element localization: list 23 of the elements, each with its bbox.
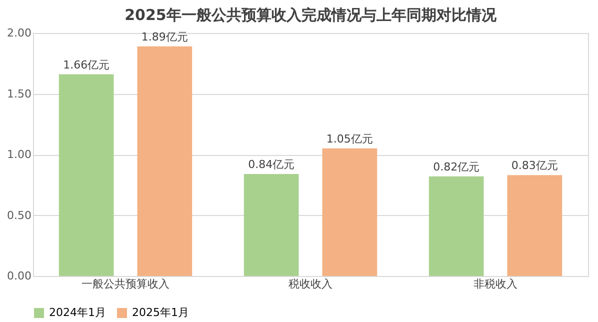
data-label: 1.66亿元: [63, 58, 110, 72]
bar: [137, 46, 192, 276]
x-tick-label: 税收收入: [288, 278, 332, 290]
y-tick-label: 1.00: [7, 148, 32, 161]
data-label: 0.82亿元: [433, 160, 480, 174]
data-label: 0.83亿元: [511, 159, 558, 172]
y-tick-label: 0.00: [7, 270, 32, 282]
legend-label: 2024年1月: [49, 306, 106, 319]
bar: [322, 148, 378, 276]
bar: [244, 174, 299, 276]
x-tick-label: 非税收入: [474, 278, 518, 290]
bar: [507, 175, 562, 276]
data-label: 0.84亿元: [248, 158, 295, 171]
bar: [58, 74, 114, 276]
x-tick-label: 一般公共预算收入: [82, 278, 170, 290]
chart-title: 2025年一般公共预算收入完成情况与上年同期对比情况: [124, 6, 498, 24]
y-tick-label: 0.50: [7, 208, 32, 222]
y-tick-label: 2.00: [7, 26, 32, 40]
bar: [428, 176, 484, 276]
y-tick-label: 1.50: [7, 87, 32, 100]
data-label: 1.89亿元: [141, 30, 188, 44]
legend-label: 2025年1月: [132, 306, 189, 319]
data-label: 1.05亿元: [326, 132, 373, 146]
